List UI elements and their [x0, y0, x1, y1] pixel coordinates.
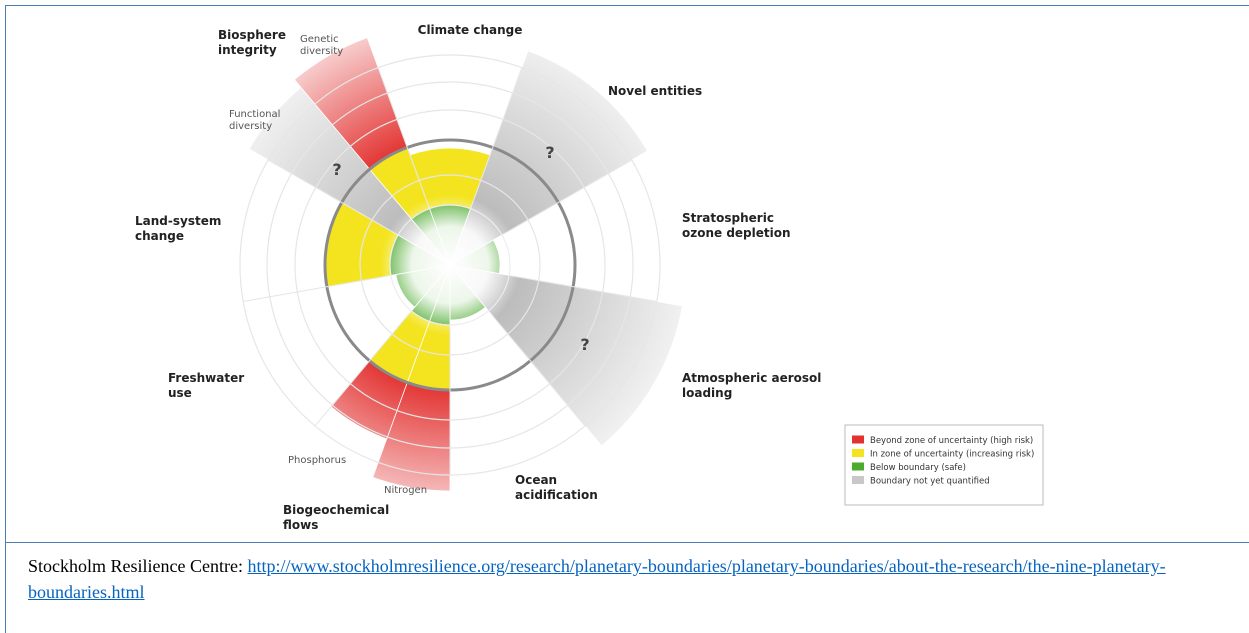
boundary-label: Atmospheric aerosol loading	[682, 371, 821, 400]
label-line: Ocean	[515, 473, 557, 487]
part-label: Functional diversity	[229, 109, 280, 132]
label-line: Biosphere	[218, 28, 286, 42]
wedge	[448, 264, 683, 447]
label-line: acidification	[515, 488, 598, 502]
divider	[243, 274, 391, 302]
legend-label: In zone of uncertainty (increasing risk)	[870, 450, 1034, 460]
label-line: loading	[682, 386, 732, 400]
divider	[314, 310, 412, 427]
question-mark: ?	[332, 160, 341, 179]
caption: Stockholm Resilience Centre: http://www.…	[28, 553, 1218, 605]
divider	[377, 67, 430, 209]
boundary-label: Biogeochemical flows	[283, 503, 389, 532]
divider	[501, 159, 633, 236]
legend-box	[844, 424, 1044, 506]
divider	[509, 274, 657, 302]
legend-swatch	[852, 476, 864, 484]
boundary-label: Land-system change	[135, 214, 221, 243]
question-mark: ?	[580, 335, 589, 354]
divider	[488, 310, 586, 427]
label-line: diversity	[229, 121, 272, 132]
legend-label: Below boundary (safe)	[870, 463, 966, 473]
divider	[267, 159, 399, 236]
legend-swatch	[852, 435, 864, 444]
label-line: ozone depletion	[682, 226, 791, 240]
boundary-label: Biosphere integrity	[218, 28, 286, 57]
part-label: Nitrogen	[384, 485, 427, 496]
boundary-label: Ocean acidification	[515, 473, 598, 502]
rings	[239, 54, 661, 476]
label-line: integrity	[218, 43, 277, 57]
label-line: diversity	[300, 46, 343, 57]
legend-label: Boundary not yet quantified	[870, 477, 990, 487]
figure-frame	[5, 5, 1249, 543]
legend-label: Beyond zone of uncertainty (high risk)	[870, 436, 1033, 446]
boundary-label: Stratospheric ozone depletion	[682, 211, 791, 240]
label-line: Stratospheric	[682, 211, 774, 225]
divider	[470, 67, 523, 209]
question-mark: ?	[545, 143, 554, 162]
caption-link[interactable]: http://www.stockholmresilience.org/resea…	[28, 556, 1166, 602]
legend-swatch	[852, 449, 864, 457]
label-line: Genetic	[300, 34, 339, 45]
caption-source: Stockholm Resilience Centre:	[28, 556, 243, 576]
label-line: change	[135, 229, 184, 243]
part-label: Phosphorus	[288, 455, 346, 466]
label-line: Freshwater	[168, 371, 244, 385]
part-label: Genetic diversity	[300, 34, 343, 57]
label-line: Biogeochemical	[283, 503, 389, 517]
caption-border	[5, 543, 6, 633]
diagram: Climate change Novel entities Stratospheri…	[135, 23, 1044, 532]
label-line: flows	[283, 518, 318, 532]
label-line: Land-system	[135, 214, 221, 228]
label-line: Functional	[229, 109, 280, 120]
label-line: use	[168, 386, 192, 400]
boundary-label: Freshwater use	[168, 371, 244, 400]
label-line: Atmospheric aerosol	[682, 371, 821, 385]
wedge	[449, 50, 649, 266]
boundary-label: Climate change	[418, 23, 523, 37]
boundary-label: Novel entities	[608, 84, 702, 98]
center-glow	[380, 195, 520, 335]
legend-swatch	[852, 462, 864, 471]
